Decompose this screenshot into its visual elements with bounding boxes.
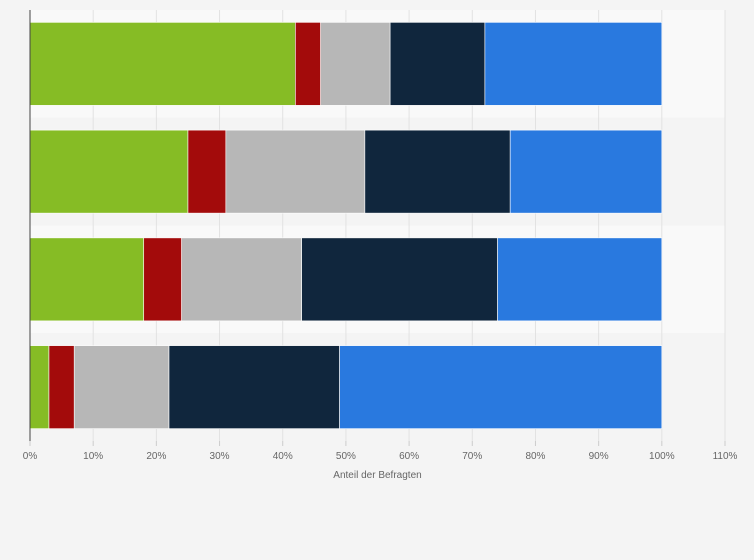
bars	[29, 22, 663, 429]
bar-segment	[389, 22, 486, 106]
x-tick-label: 100%	[649, 451, 675, 462]
bar-segment	[73, 345, 170, 429]
bar-segment	[497, 237, 663, 322]
bar-segment	[29, 237, 145, 322]
axes	[29, 10, 726, 446]
bar-segment	[187, 129, 227, 214]
bar-segment	[168, 345, 340, 429]
x-tick-label: 30%	[210, 451, 230, 462]
bar-segment	[484, 22, 663, 106]
bar-segment	[295, 22, 321, 106]
bar-segment	[301, 237, 498, 322]
x-tick-label: 70%	[462, 451, 482, 462]
x-tick-label: 80%	[525, 451, 545, 462]
x-tick-label: 0%	[23, 451, 38, 462]
x-tick-label: 50%	[336, 451, 356, 462]
x-tick-label: 60%	[399, 451, 419, 462]
x-tick-label: 110%	[713, 451, 738, 462]
bar-segment	[29, 345, 50, 429]
bar-segment	[364, 129, 511, 214]
x-tick-label: 40%	[273, 451, 293, 462]
bar-segment	[48, 345, 75, 429]
bar-segment	[29, 22, 296, 106]
x-tick-labels: 0% 10% 20% 30% 40% 50% 60% 70% 80% 90% 100% 110%	[23, 451, 738, 462]
bar-segment	[143, 237, 182, 322]
bar-segment	[320, 22, 391, 106]
bar-segment	[509, 129, 663, 214]
x-tick-label: 90%	[589, 451, 609, 462]
bar-segment	[181, 237, 302, 322]
x-axis-title: Anteil der Befragten	[333, 470, 421, 481]
bar-segment	[29, 129, 189, 214]
x-tick-label: 20%	[146, 451, 166, 462]
bar-segment	[225, 129, 366, 214]
x-tick-label: 10%	[83, 451, 103, 462]
bar-segment	[339, 345, 663, 429]
